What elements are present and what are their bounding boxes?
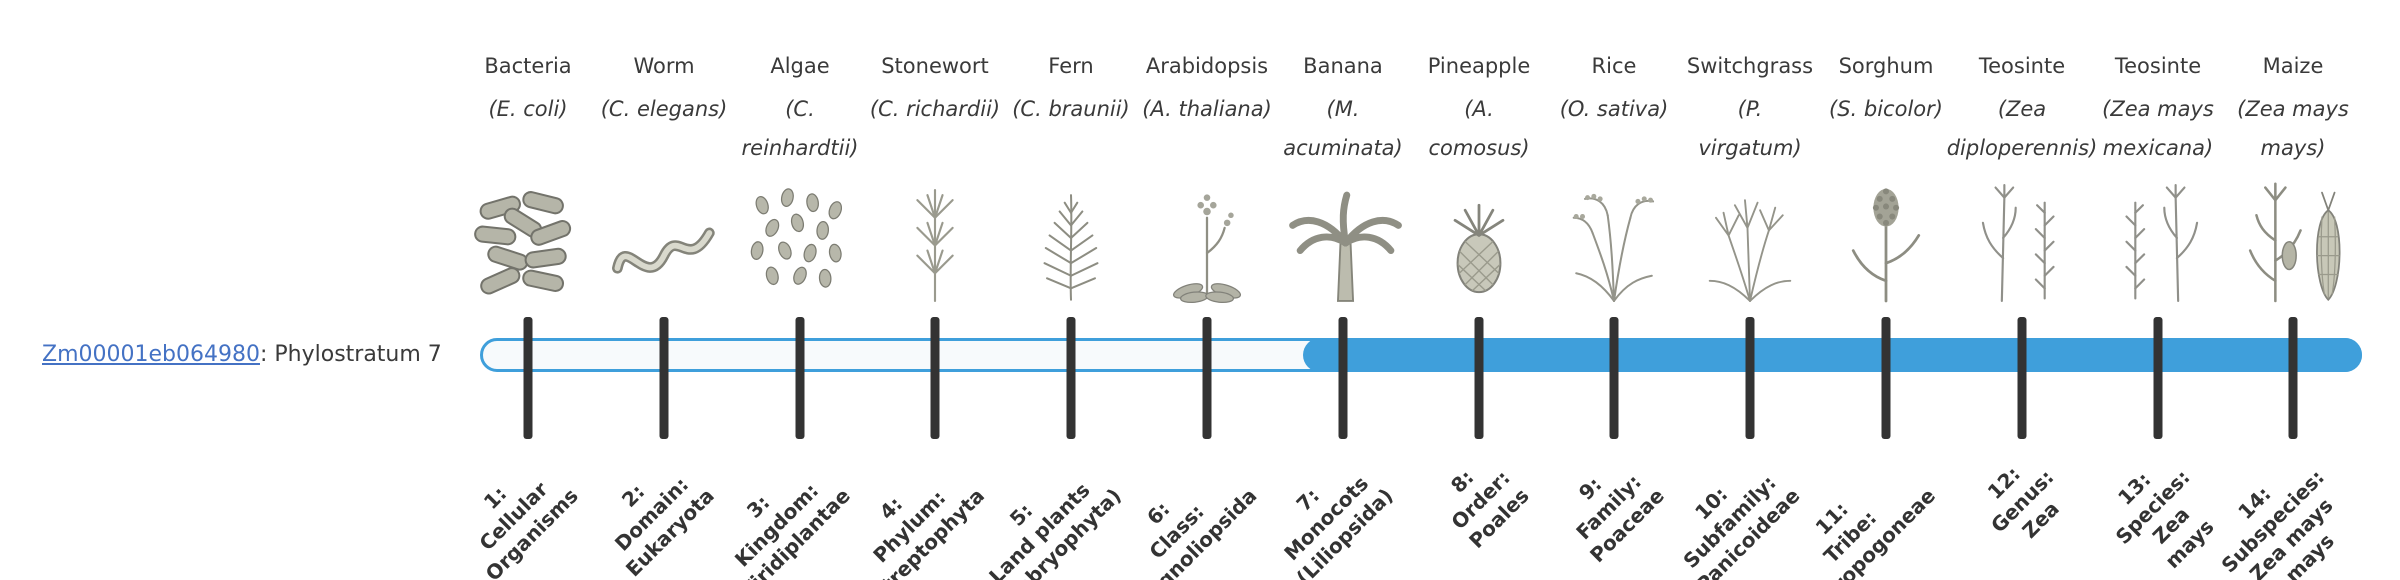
organism-label-maize: Maize (Zea mays mays) xyxy=(2200,54,2386,168)
organism-common-name: Arabidopsis xyxy=(1145,54,1269,78)
organism-common-name: Fern xyxy=(1048,54,1094,78)
timeline-tick xyxy=(1881,317,1891,439)
organism-image xyxy=(594,178,734,306)
organism-common-name: Pineapple xyxy=(1427,54,1531,78)
organism-scientific-name: (Zea diploperennis) xyxy=(1946,97,2098,160)
fern-icon xyxy=(1043,194,1099,301)
organism-label-pineapple: Pineapple (A. comosus) xyxy=(1386,54,1572,168)
banana-icon xyxy=(1289,191,1402,302)
organism-image xyxy=(2088,178,2228,306)
organism-image xyxy=(1952,178,2092,306)
organism-common-name: Bacteria xyxy=(484,54,572,78)
organism-scientific-name: (A. thaliana) xyxy=(1142,97,1272,122)
switchgrass-icon xyxy=(1708,199,1792,302)
phylostratum-label-text: 2: Domain: Eukaryota xyxy=(609,472,719,580)
organism-common-name: Stonewort xyxy=(881,54,989,78)
timeline-tick xyxy=(1202,317,1212,439)
organism-label-worm: Worm (C. elegans) xyxy=(571,54,757,129)
organism-common-name: Algae xyxy=(770,54,830,78)
timeline-tick xyxy=(1338,317,1348,439)
organism-scientific-name: (C. richardii) xyxy=(869,97,1001,122)
organism-label-teosinte-diploperennis: Teosinte (Zea diploperennis) xyxy=(1929,54,2115,168)
phylostratum-label-text: 6: Class: Magnoliopsida xyxy=(1128,483,1262,580)
organism-scientific-name: (C. elegans) xyxy=(600,97,728,122)
organism-image xyxy=(1001,178,1141,306)
worm-icon xyxy=(612,227,715,274)
organism-common-name: Teosinte xyxy=(1978,54,2066,78)
timeline-tick xyxy=(1474,317,1484,439)
phylostratum-assignment: : Phylostratum 7 xyxy=(259,342,442,367)
maize-icon xyxy=(2248,182,2341,303)
organism-image xyxy=(865,178,1005,306)
stonewort-icon xyxy=(916,189,954,303)
organism-image xyxy=(730,178,870,306)
organism-image xyxy=(2223,178,2363,306)
timeline-tick xyxy=(930,317,940,439)
organism-scientific-name: (C. reinhardtii) xyxy=(741,97,859,160)
timeline-tick xyxy=(659,317,669,439)
organism-scientific-name: (A. comosus) xyxy=(1428,97,1530,160)
timeline-tick xyxy=(795,317,805,439)
phylostratum-label-text: 13: Species: Zea mays xyxy=(2110,465,2219,573)
organism-scientific-name: (P. virgatum) xyxy=(1698,97,1802,160)
phylostratum-label-text: 9: Family: Poaceae xyxy=(1570,469,1669,568)
teosinte-mexicana-icon xyxy=(2125,183,2199,303)
timeline-tick xyxy=(1609,317,1619,439)
organism-image xyxy=(1680,178,1820,306)
organism-common-name: Maize xyxy=(2262,54,2324,78)
organism-label-arabidopsis: Arabidopsis (A. thaliana) xyxy=(1114,54,1300,129)
organism-common-name: Banana xyxy=(1303,54,1383,78)
organism-label-banana: Banana (M. acuminata) xyxy=(1250,54,1436,168)
organism-common-name: Teosinte xyxy=(2114,54,2202,78)
organism-image xyxy=(1409,178,1549,306)
organism-common-name: Worm xyxy=(633,54,695,78)
phylostratum-label-text: 12: Genus: Zea xyxy=(1982,461,2064,543)
organism-scientific-name: (O. sativa) xyxy=(1559,97,1669,122)
organism-image xyxy=(1544,178,1684,306)
organism-scientific-name: (E. coli) xyxy=(488,97,568,122)
gene-link[interactable]: Zm00001eb064980 xyxy=(42,342,260,367)
algae-icon xyxy=(750,188,843,288)
organism-image xyxy=(1137,178,1277,306)
timeline-tick xyxy=(2153,317,2163,439)
organism-label-stonewort: Stonewort (C. richardii) xyxy=(842,54,1028,129)
timeline-bar-fill xyxy=(1303,338,2362,372)
sorghum-icon xyxy=(1851,188,1921,303)
bacteria-icon xyxy=(474,191,572,295)
organism-common-name: Switchgrass xyxy=(1686,54,1814,78)
organism-label-rice: Rice (O. sativa) xyxy=(1521,54,1707,129)
organism-scientific-name: (Zea mays mexicana) xyxy=(2102,97,2214,160)
organism-label-switchgrass: Switchgrass (P. virgatum) xyxy=(1657,54,1843,168)
organism-scientific-name: (Zea mays mays) xyxy=(2237,97,2349,160)
timeline-tick xyxy=(2017,317,2027,439)
organism-label-teosinte-mexicana: Teosinte (Zea mays mexicana) xyxy=(2065,54,2251,168)
timeline-tick xyxy=(1745,317,1755,439)
phylostratum-label-text: 3: Kingdom: Viridiplantae xyxy=(729,478,855,580)
teosinte-diploperennis-icon xyxy=(1981,183,2055,303)
phylostratum-label-text: 8: Order: Poales xyxy=(1445,465,1534,553)
phylostratum-label-text: 7: Monocots (Liliopsida) xyxy=(1279,471,1398,580)
organism-scientific-name: (S. bicolor) xyxy=(1829,97,1943,122)
organism-common-name: Sorghum xyxy=(1838,54,1934,78)
organism-image xyxy=(1816,178,1956,306)
arabidopsis-icon xyxy=(1172,194,1242,304)
pineapple-icon xyxy=(1453,203,1505,294)
organism-image xyxy=(458,178,598,306)
organism-label-algae: Algae (C. reinhardtii) xyxy=(707,54,893,168)
timeline-tick xyxy=(2288,317,2298,439)
organism-common-name: Rice xyxy=(1591,54,1637,78)
organism-scientific-name: (C. braunii) xyxy=(1012,97,1130,122)
phylostratum-label-text: 1: Cellular Organisms xyxy=(473,477,583,580)
organism-label-bacteria: Bacteria (E. coli) xyxy=(435,54,621,129)
timeline-tick xyxy=(523,317,533,439)
timeline-tick xyxy=(1066,317,1076,439)
organism-image xyxy=(1273,178,1413,306)
organism-scientific-name: (M. acuminata) xyxy=(1283,97,1403,160)
organism-label-sorghum: Sorghum (S. bicolor) xyxy=(1793,54,1979,129)
gene-label: Zm00001eb064980: Phylostratum 7 xyxy=(42,342,442,367)
organism-label-fern: Fern (C. braunii) xyxy=(978,54,1164,129)
rice-icon xyxy=(1572,193,1655,302)
